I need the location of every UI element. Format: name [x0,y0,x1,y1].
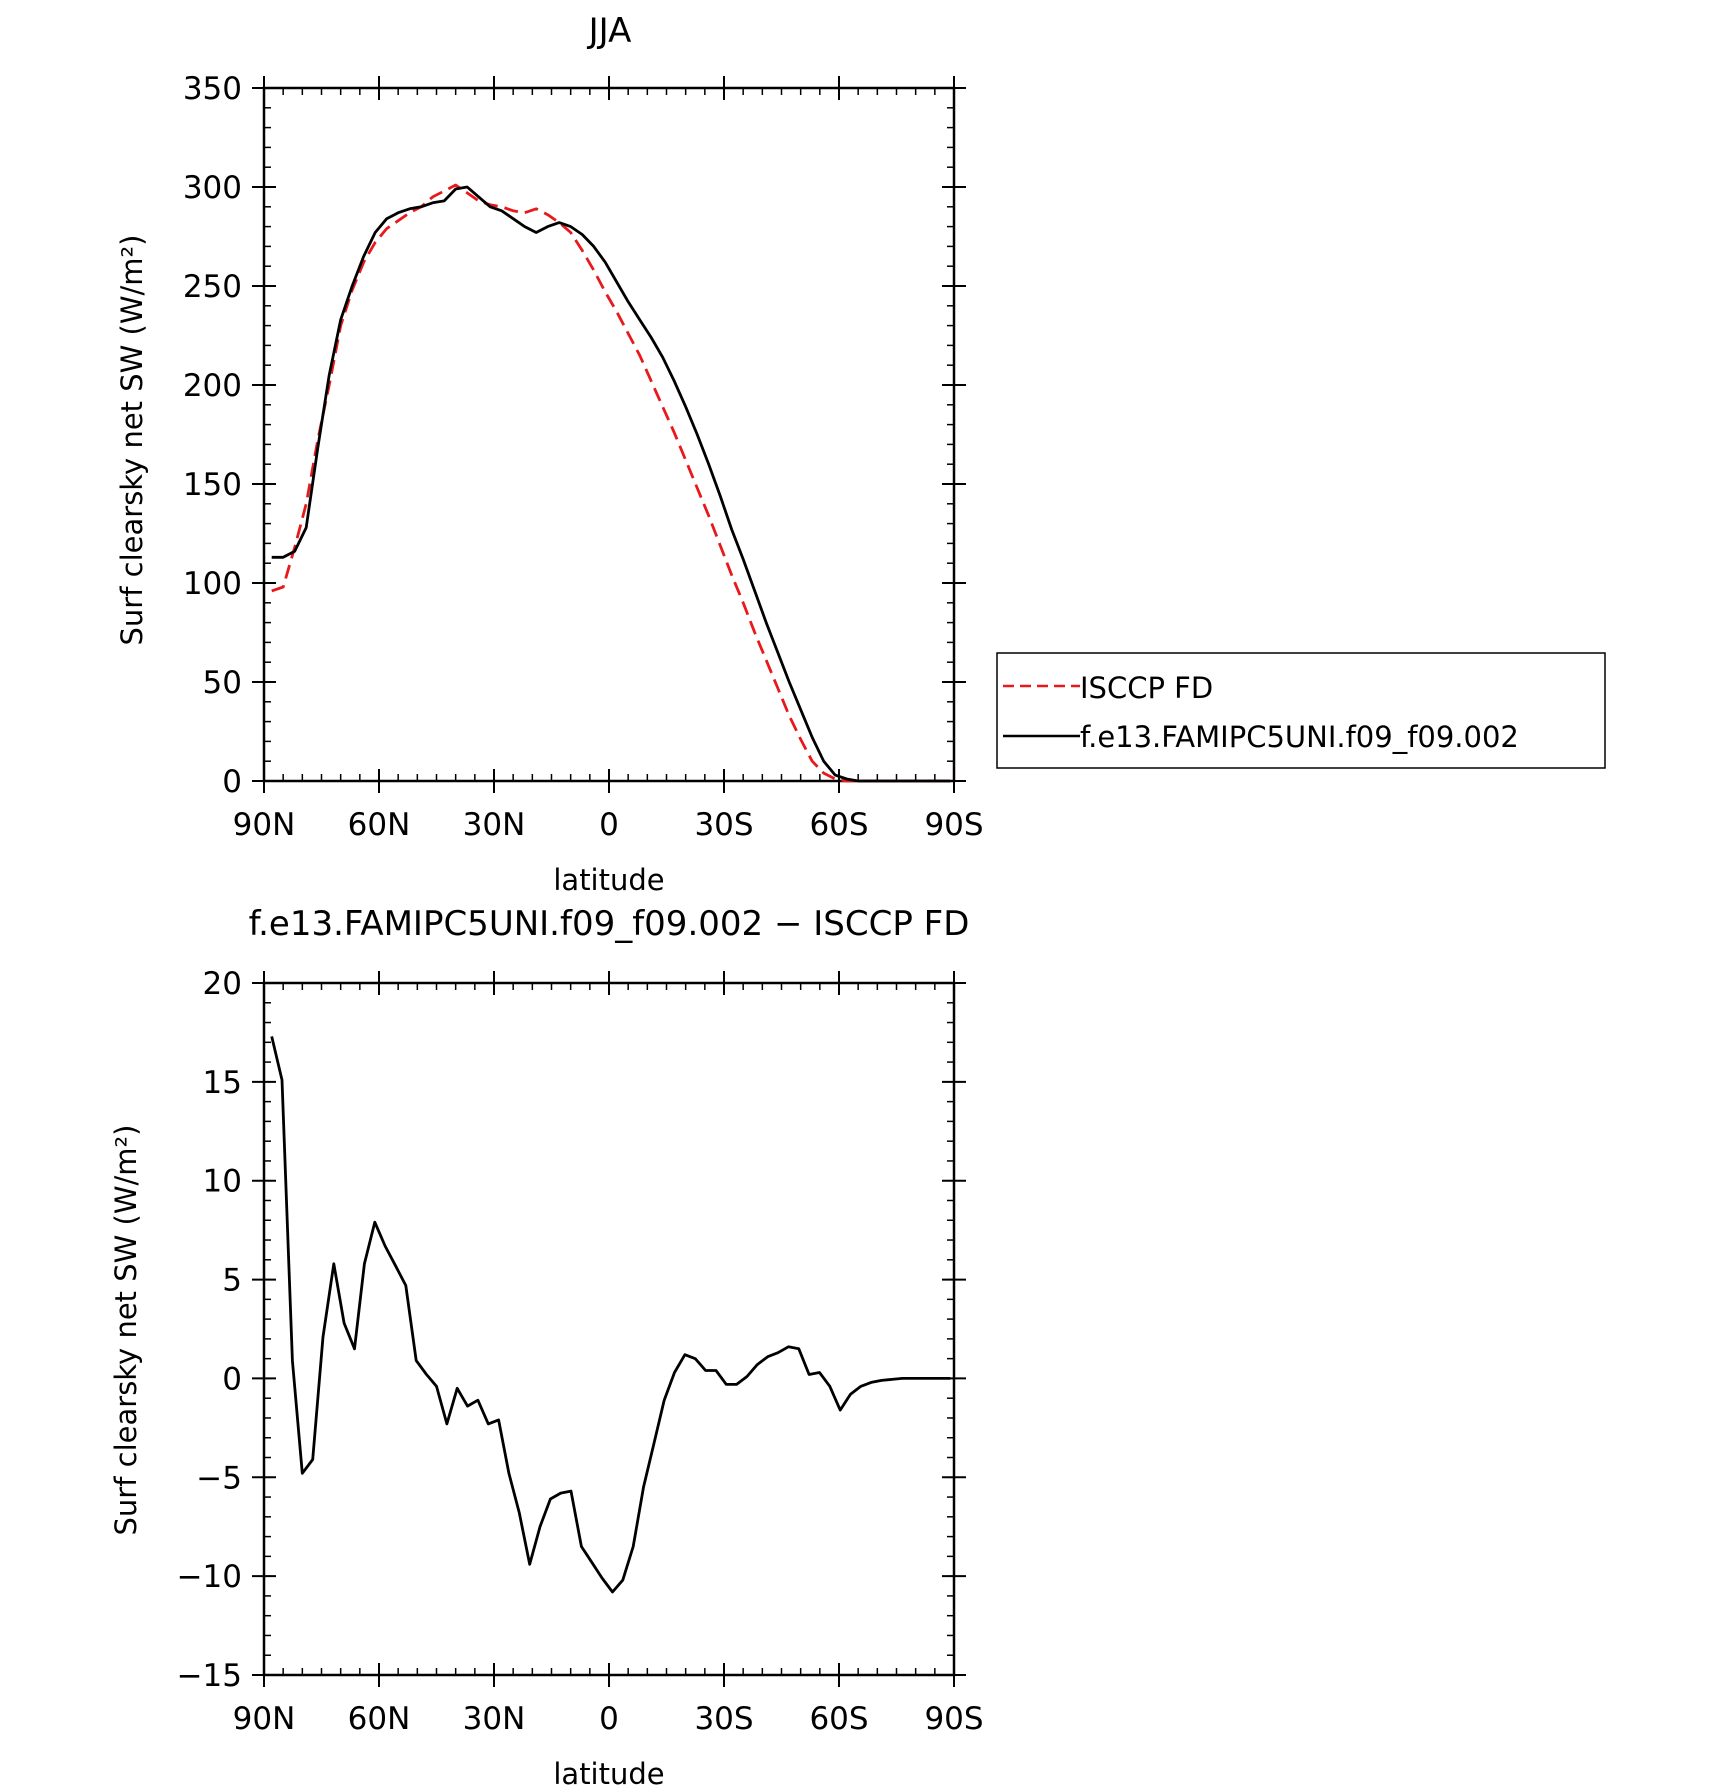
bottom-series-lines [270,1036,951,1594]
y-tick-label: 250 [183,269,242,305]
y-tick-label: −5 [196,1460,242,1496]
legend-box [996,652,1606,769]
x-tick-label: 30N [463,1701,526,1737]
x-tick-label: 30N [463,807,526,843]
bottom-x-tick-labels: 90N 60N 30N 0 30S 60S 90S [233,1701,984,1737]
top-x-tick-labels: 90N 60N 30N 0 30S 60S 90S [233,807,984,843]
top-x-axis-label: latitude [553,863,664,897]
x-tick-label: 90S [924,807,983,843]
y-tick-label: 0 [222,764,242,800]
top-plot-frame [262,86,956,783]
top-panel: JJA 0 50 100 150 200 250 300 350 90N 60N 30N 0 30S 6… [115,11,984,897]
y-tick-label: −15 [177,1658,242,1694]
y-tick-label: 0 [222,1361,242,1397]
bottom-plot-frame [262,981,956,1677]
x-tick-label: 60N [348,1701,411,1737]
x-tick-label: 0 [599,807,619,843]
y-tick-label: −10 [177,1559,242,1595]
bottom-x-axis-label: latitude [553,1757,664,1789]
bottom-tick-marks [252,971,966,1687]
y-tick-label: 10 [203,1164,242,1200]
x-tick-label: 60S [809,807,868,843]
legend-label-model: f.e13.FAMIPC5UNI.f09_f09.002 [1080,720,1519,754]
y-tick-label: 300 [183,170,242,206]
x-tick-label: 60N [348,807,411,843]
bottom-panel: f.e13.FAMIPC5UNI.f09_f09.002 − ISCCP FD … [109,904,984,1789]
bottom-y-axis-label: Surf clearsky net SW (W/m²) [109,1125,143,1536]
bottom-y-tick-labels: −15 −10 −5 0 5 10 15 20 [177,966,242,1694]
legend: ISCCP FD f.e13.FAMIPC5UNI.f09_f09.002 [996,652,1606,769]
bottom-series-line-0 [270,1036,951,1594]
x-tick-label: 90N [233,1701,296,1737]
top-y-axis-label: Surf clearsky net SW (W/m²) [115,235,149,646]
top-series-lines [271,183,951,783]
y-tick-label: 350 [183,71,242,107]
y-tick-label: 15 [203,1065,242,1101]
x-tick-label: 90N [233,807,296,843]
y-tick-label: 50 [203,665,242,701]
bottom-chart-title: f.e13.FAMIPC5UNI.f09_f09.002 − ISCCP FD [249,904,970,944]
top-series-line-1 [271,185,951,783]
y-tick-label: 20 [203,966,242,1002]
top-tick-marks [252,76,966,793]
x-tick-label: 0 [599,1701,619,1737]
y-tick-label: 150 [183,467,242,503]
top-y-tick-labels: 0 50 100 150 200 250 300 350 [183,71,242,800]
x-tick-label: 30S [694,1701,753,1737]
y-tick-label: 200 [183,368,242,404]
y-tick-label: 100 [183,566,242,602]
x-tick-label: 30S [694,807,753,843]
x-tick-label: 90S [924,1701,983,1737]
y-tick-label: 5 [222,1263,242,1299]
top-chart-title: JJA [587,11,632,51]
legend-label-isccp: ISCCP FD [1080,671,1213,705]
x-tick-label: 60S [809,1701,868,1737]
top-series-line-0 [271,183,951,783]
